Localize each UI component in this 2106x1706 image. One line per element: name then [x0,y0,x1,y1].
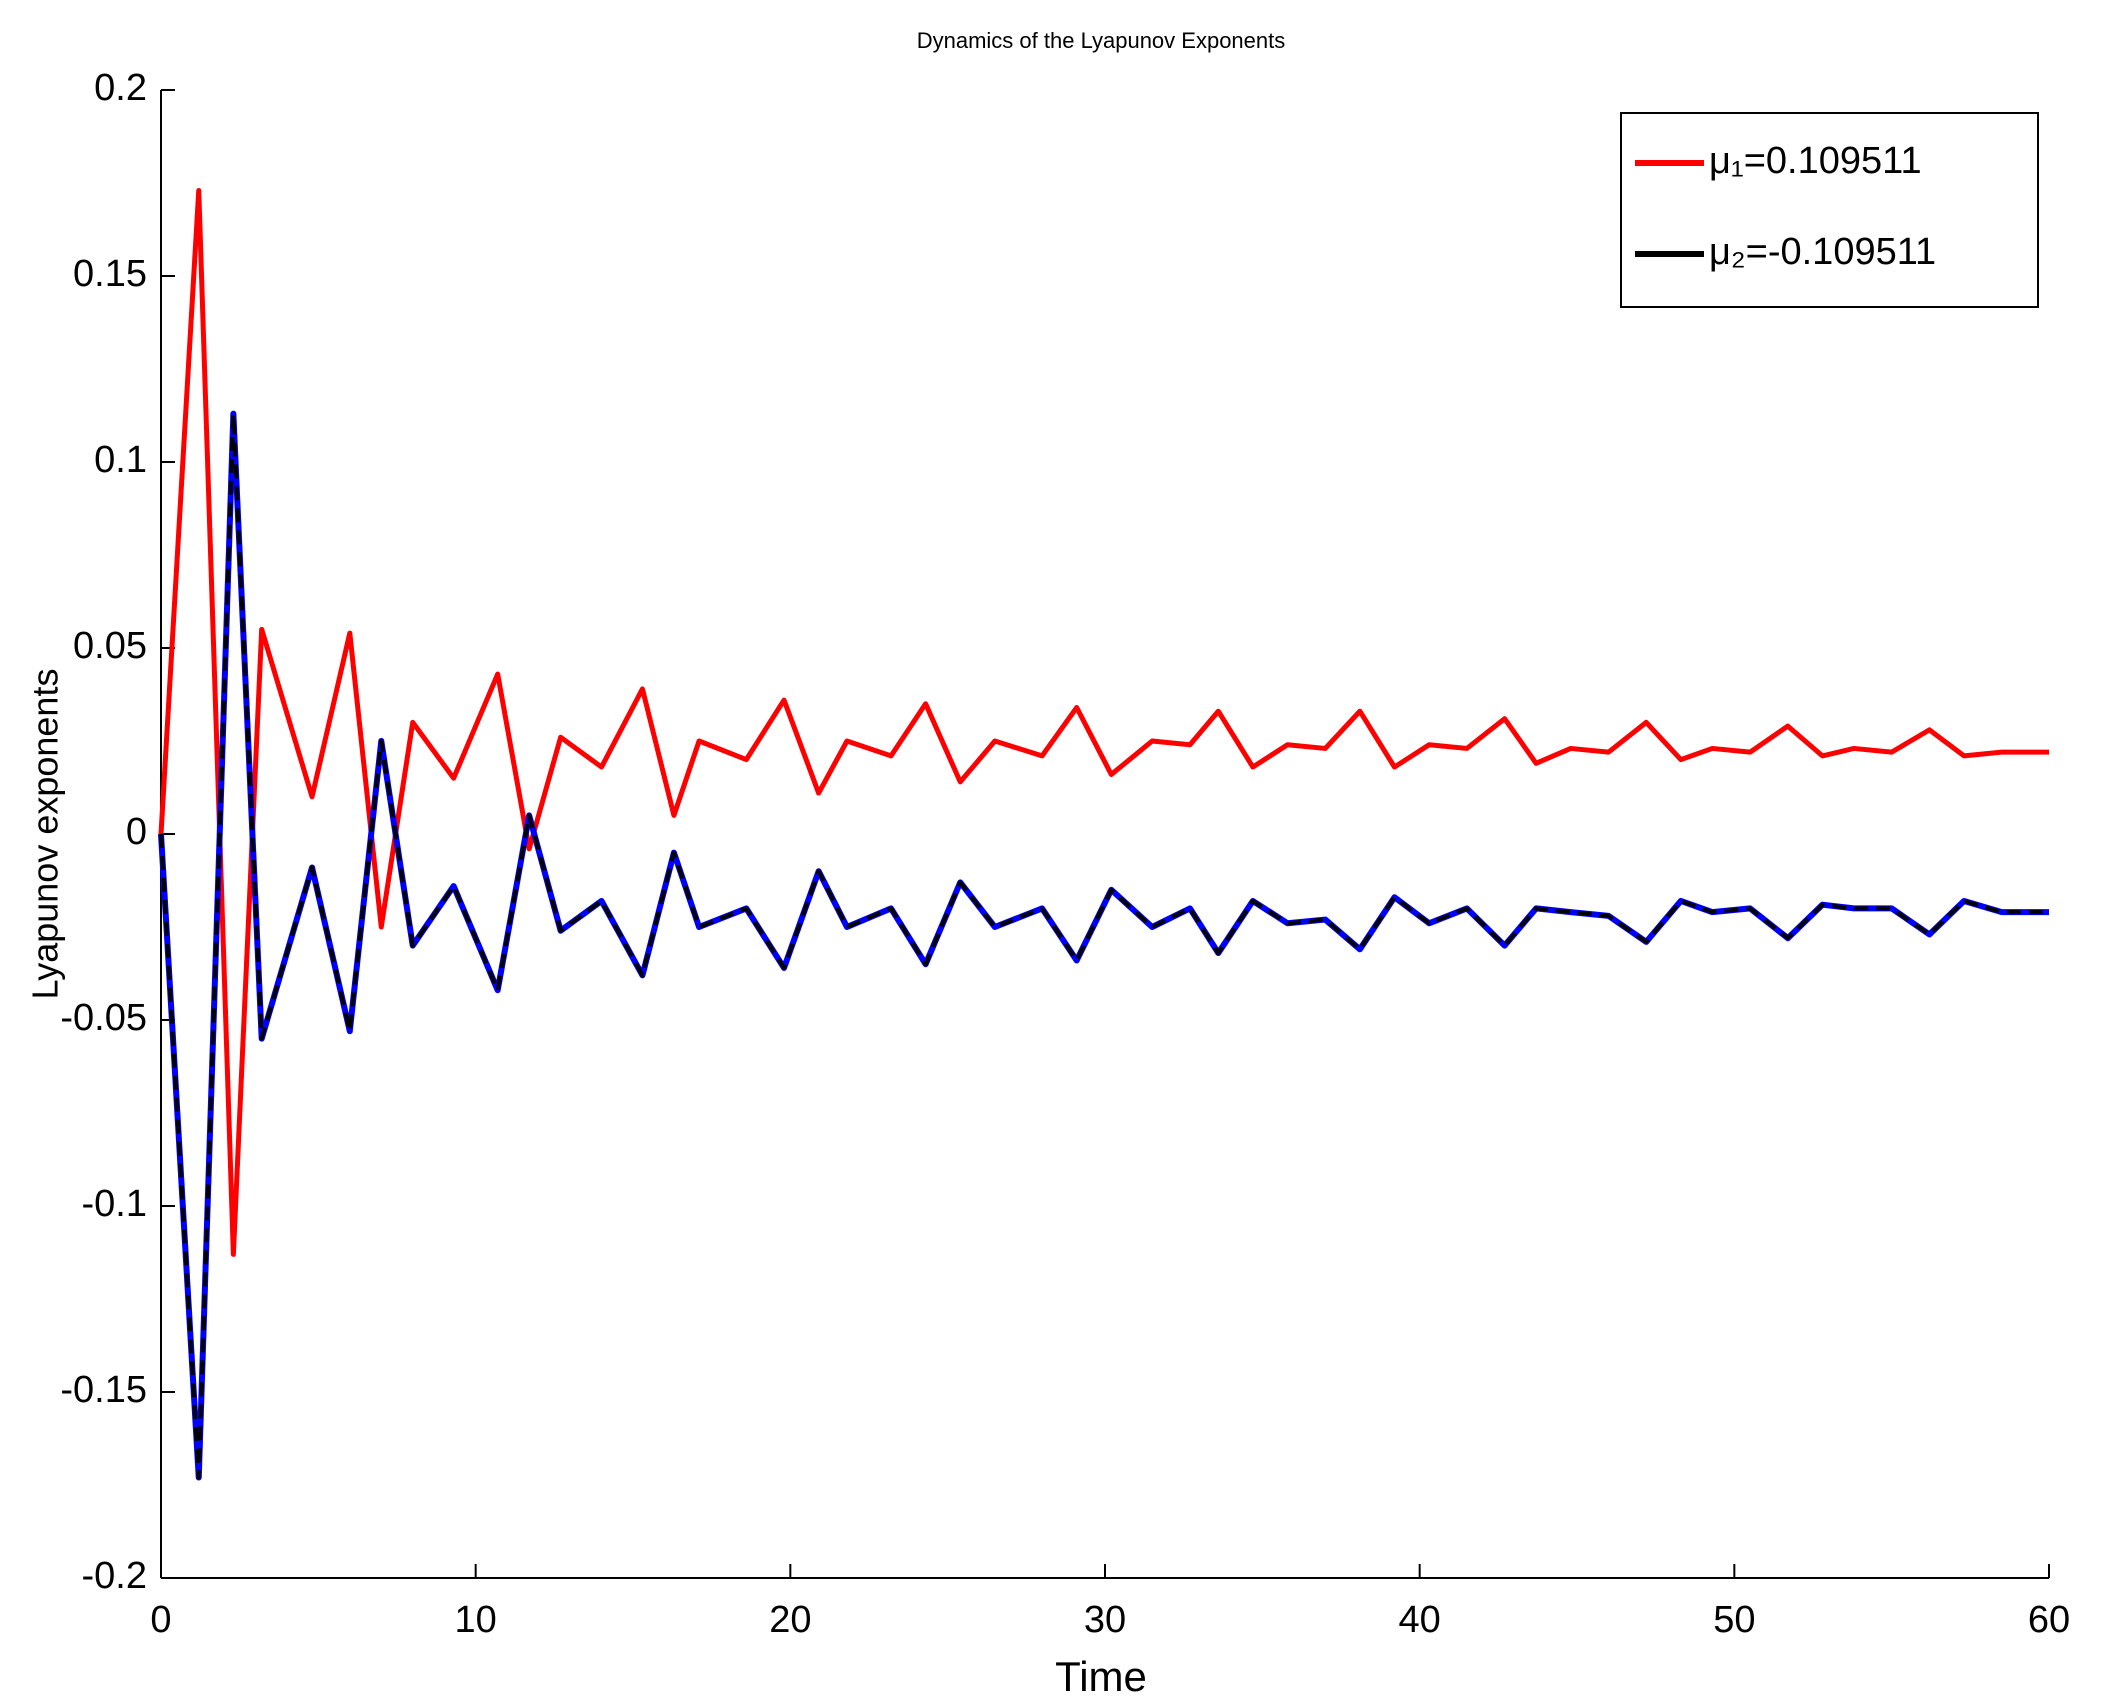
x-tick-label: 0 [150,1599,171,1641]
x-axis-label: Time [1055,1653,1147,1700]
y-tick-label: -0.05 [60,997,147,1039]
x-tick-label: 10 [455,1599,497,1641]
y-tick-label: 0 [126,811,147,853]
x-tick-label: 20 [769,1599,811,1641]
legend-label: μ₁=0.109511 [1709,140,1922,182]
y-axis-label: Lyapunov exponents [25,669,66,1000]
x-tick-label: 30 [1084,1599,1126,1641]
chart-title: Dynamics of the Lyapunov Exponents [917,28,1286,53]
y-tick-label: 0.2 [94,67,147,109]
legend-label: μ₂=-0.109511 [1709,231,1936,273]
x-tick-label: 40 [1399,1599,1441,1641]
y-tick-label: -0.2 [82,1555,147,1597]
x-tick-label: 60 [2028,1599,2070,1641]
y-tick-label: 0.1 [94,439,147,481]
series-line [158,187,2049,1257]
y-tick-label: -0.15 [60,1369,147,1411]
legend-box [1620,112,2039,308]
x-tick-label: 50 [1713,1599,1755,1641]
y-tick-label: 0.15 [73,253,147,295]
series-line [159,411,2049,1480]
y-tick-label: 0.05 [73,625,147,667]
y-tick-label: -0.1 [82,1183,147,1225]
